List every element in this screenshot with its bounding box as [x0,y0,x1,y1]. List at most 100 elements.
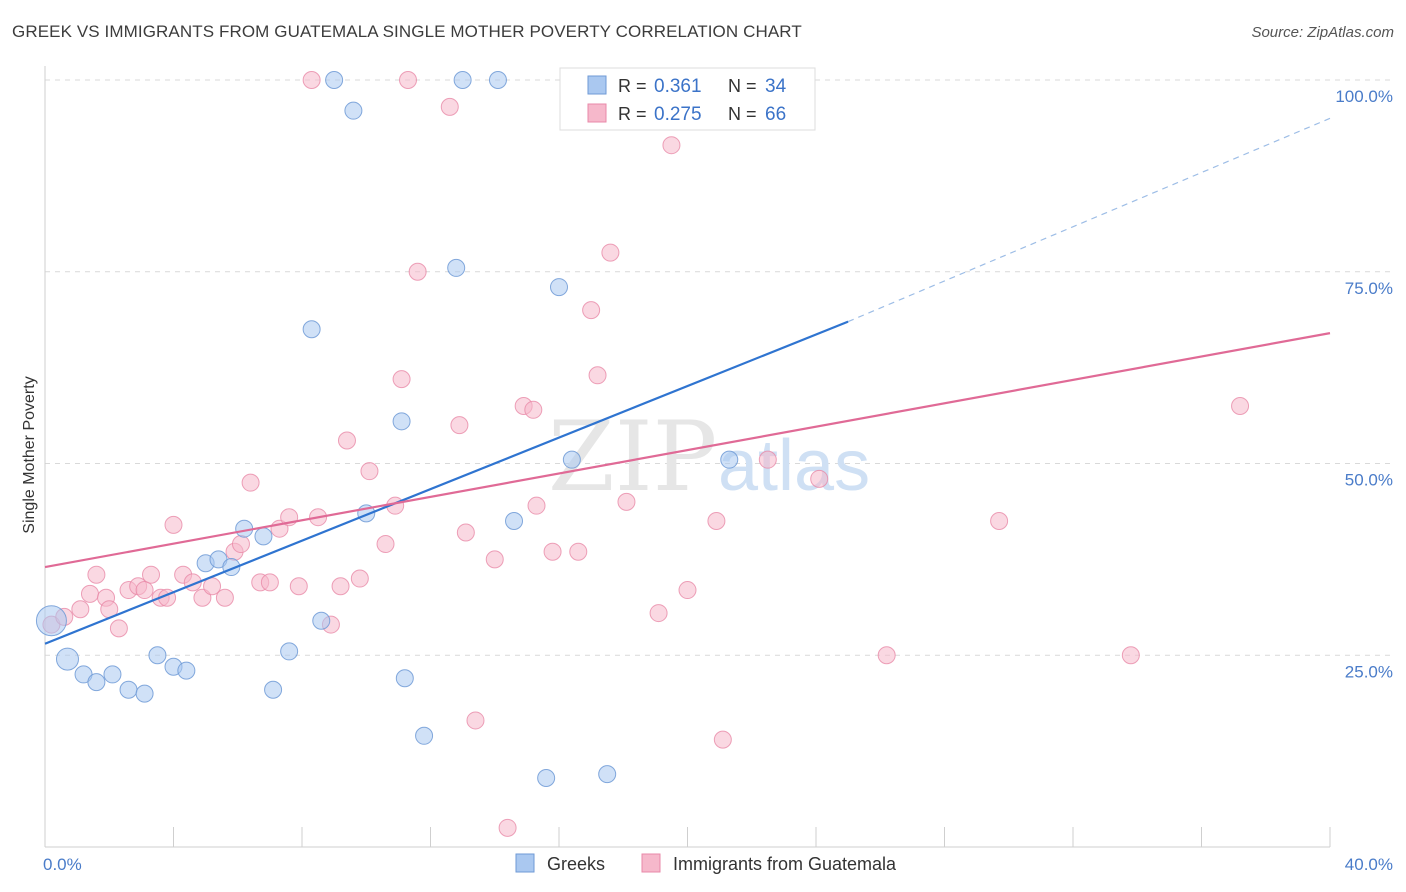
data-point-guatemala [877,646,896,665]
data-point-greeks [395,669,414,688]
data-point-greeks [415,726,434,745]
data-point-greeks [177,661,196,680]
data-point-guatemala [662,136,681,155]
legend-r-label-2: R = [618,104,647,124]
data-point-guatemala [71,600,90,619]
data-point-greeks [103,665,122,684]
data-point-guatemala [569,542,588,561]
bottom-legend-greeks: Greeks [547,854,605,874]
series-guatemala-points [42,71,1250,837]
data-point-greeks [35,605,67,637]
data-point-greeks [344,101,363,120]
data-point-guatemala [498,818,517,837]
bottom-legend-guatemala: Immigrants from Guatemala [673,854,897,874]
legend-n-value-1: 34 [765,76,787,97]
legend-swatch-guatemala [587,103,607,123]
axes [44,66,1331,848]
data-point-guatemala [543,542,562,561]
data-point-guatemala [707,512,726,531]
grid-lines [45,79,1395,656]
y-tick-label: 75.0% [1345,279,1393,298]
legend-r-label-1: R = [618,76,647,96]
data-point-guatemala [87,565,106,584]
data-point-guatemala [260,573,279,592]
data-point-guatemala [588,366,607,385]
data-point-greeks [447,258,466,277]
data-point-guatemala [450,416,469,435]
data-point-guatemala [527,496,546,515]
bottom-legend: Greeks Immigrants from Guatemala [515,853,897,874]
data-point-greeks [119,680,138,699]
series-greeks-points [35,71,739,787]
data-point-guatemala [1231,396,1250,415]
data-point-greeks [302,320,321,339]
data-point-guatemala [1121,646,1140,665]
data-point-guatemala [678,581,697,600]
data-point-guatemala [331,577,350,596]
data-point-guatemala [376,535,395,554]
data-point-guatemala [231,535,250,554]
x-tick-labels: 0.0% 40.0% [43,855,1393,874]
y-tick-label: 50.0% [1345,471,1393,490]
data-point-guatemala [215,588,234,607]
trend-line-greeks-extension [847,117,1331,323]
data-point-greeks [453,71,472,89]
data-point-greeks [720,450,739,469]
x-tick-label: 0.0% [43,855,82,874]
data-point-greeks [148,646,167,665]
data-point-guatemala [990,512,1009,531]
legend-r-value-2: 0.275 [654,104,702,125]
data-point-greeks [312,611,331,630]
data-point-guatemala [392,370,411,389]
data-point-guatemala [440,97,459,116]
data-point-guatemala [241,473,260,492]
data-point-guatemala [485,550,504,569]
data-point-greeks [598,765,617,784]
data-point-guatemala [649,604,668,623]
data-point-guatemala [758,450,777,469]
bottom-legend-swatch-greeks [515,853,535,873]
data-point-greeks [254,527,273,546]
data-point-greeks [264,680,283,699]
y-tick-labels: 25.0% 50.0% 75.0% 100.0% [1335,87,1393,681]
data-point-greeks [392,412,411,431]
y-tick-label: 100.0% [1335,87,1393,106]
data-point-guatemala [109,619,128,638]
y-axis-label: Single Mother Poverty [21,376,38,533]
chart-source: Source: ZipAtlas.com [1251,24,1394,41]
data-point-greeks [325,71,344,89]
data-point-greeks [537,768,556,787]
data-point-guatemala [810,469,829,488]
chart-title: GREEK VS IMMIGRANTS FROM GUATEMALA SINGL… [12,22,802,41]
data-point-guatemala [601,243,620,262]
data-point-guatemala [193,588,212,607]
data-point-guatemala [360,462,379,481]
data-point-guatemala [524,400,543,419]
data-point-guatemala [135,581,154,600]
legend-r-value-1: 0.361 [654,76,702,97]
x-tick-label: 40.0% [1345,855,1393,874]
data-point-greeks [550,278,568,297]
data-point-guatemala [350,569,369,588]
data-point-guatemala [399,71,418,89]
data-point-greeks [488,71,507,89]
data-point-guatemala [337,431,356,450]
data-point-greeks [505,512,524,531]
data-point-greeks [135,684,154,703]
data-point-guatemala [617,492,636,511]
y-tick-label: 25.0% [1345,662,1393,681]
legend-n-label-1: N = [728,76,757,96]
legend-swatch-greeks [587,75,607,95]
bottom-legend-swatch-guatemala [641,853,661,873]
data-point-guatemala [408,262,427,281]
data-point-guatemala [80,584,99,603]
legend-n-label-2: N = [728,104,757,124]
watermark-atlas: atlas [718,426,870,506]
legend-n-value-2: 66 [765,104,786,125]
data-point-greeks [280,642,299,661]
data-point-guatemala [289,577,308,596]
data-point-guatemala [302,71,321,89]
legend-box: R = 0.361 N = 34 R = 0.275 N = 66 [559,67,816,131]
trend-lines [44,117,1331,645]
